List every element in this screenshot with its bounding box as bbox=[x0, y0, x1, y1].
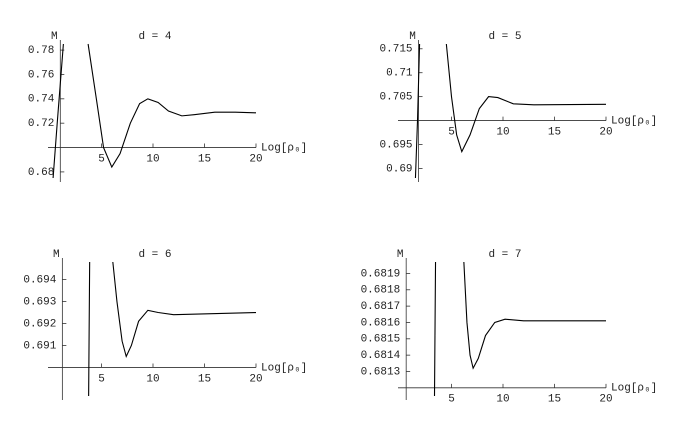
y-tick-label: 0.6819 bbox=[361, 268, 401, 280]
y-tick-label: 0.692 bbox=[23, 318, 56, 330]
y-tick-label: 0.6815 bbox=[361, 334, 401, 346]
y-axis-label: M bbox=[397, 249, 404, 261]
y-tick-label: 0.6816 bbox=[361, 317, 401, 329]
x-tick-label: 10 bbox=[146, 373, 159, 385]
x-tick-label: 5 bbox=[448, 394, 455, 406]
panel-title: d = 5 bbox=[488, 31, 521, 43]
panel-title: d = 6 bbox=[138, 249, 171, 261]
y-tick-label: 0.78 bbox=[28, 45, 54, 57]
y-axis-label: M bbox=[409, 31, 416, 43]
y-tick-label: 0.72 bbox=[28, 118, 54, 130]
curve bbox=[433, 261, 606, 397]
y-tick-label: 0.691 bbox=[23, 340, 56, 352]
x-tick-label: 5 bbox=[448, 126, 455, 138]
y-tick-label: 0.68 bbox=[28, 167, 54, 179]
x-axis-label: Log[ρ₀] bbox=[611, 383, 657, 395]
y-tick-label: 0.705 bbox=[380, 92, 413, 104]
curve bbox=[88, 261, 257, 397]
x-axis-label: Log[ρ₀] bbox=[261, 362, 307, 374]
y-axis-label: M bbox=[53, 249, 60, 261]
y-tick-label: 0.6817 bbox=[361, 301, 401, 313]
y-axis-label: M bbox=[51, 31, 58, 43]
panel: 5 10 15 20 0.691 0.692 0.693 0.694 M Log[ρ₀] d = 6 bbox=[23, 249, 307, 400]
y-tick-label: 0.6814 bbox=[361, 350, 401, 362]
x-tick-label: 10 bbox=[146, 153, 159, 165]
curve bbox=[414, 43, 607, 179]
panel-title: d = 4 bbox=[138, 31, 171, 43]
y-tick-label: 0.69 bbox=[386, 163, 412, 175]
y-tick-label: 0.694 bbox=[23, 274, 56, 286]
x-tick-label: 20 bbox=[249, 153, 262, 165]
y-tick-label: 0.695 bbox=[380, 139, 413, 151]
curve bbox=[52, 43, 257, 179]
x-tick-label: 5 bbox=[98, 373, 105, 385]
x-tick-label: 5 bbox=[98, 153, 105, 165]
y-tick-label: 0.693 bbox=[23, 296, 56, 308]
panel: 5 10 15 20 0.6813 0.6814 0.6815 0.6816 0.6817 0.6… bbox=[361, 249, 658, 406]
y-tick-label: 0.6813 bbox=[361, 366, 401, 378]
x-tick-label: 20 bbox=[249, 373, 262, 385]
x-tick-label: 20 bbox=[599, 394, 612, 406]
y-tick-label: 0.715 bbox=[380, 44, 413, 56]
y-tick-label: 0.76 bbox=[28, 69, 54, 81]
y-tick-label: 0.6818 bbox=[361, 285, 401, 297]
x-tick-label: 20 bbox=[599, 126, 612, 138]
x-tick-label: 15 bbox=[548, 394, 561, 406]
y-tick-label: 0.74 bbox=[28, 94, 55, 106]
y-tick-label: 0.71 bbox=[386, 68, 413, 80]
x-tick-label: 15 bbox=[198, 153, 211, 165]
x-axis-label: Log[ρ₀] bbox=[611, 115, 657, 127]
x-axis-label: Log[ρ₀] bbox=[261, 142, 307, 154]
x-tick-label: 15 bbox=[548, 126, 561, 138]
panel-title: d = 7 bbox=[488, 249, 521, 261]
x-tick-label: 10 bbox=[496, 126, 509, 138]
x-tick-label: 15 bbox=[198, 373, 211, 385]
panel: 5 10 15 20 0.68 0.72 0.74 0.76 0.78 M Log[ρ₀] d = 4 bbox=[28, 31, 307, 182]
x-tick-label: 10 bbox=[496, 394, 509, 406]
